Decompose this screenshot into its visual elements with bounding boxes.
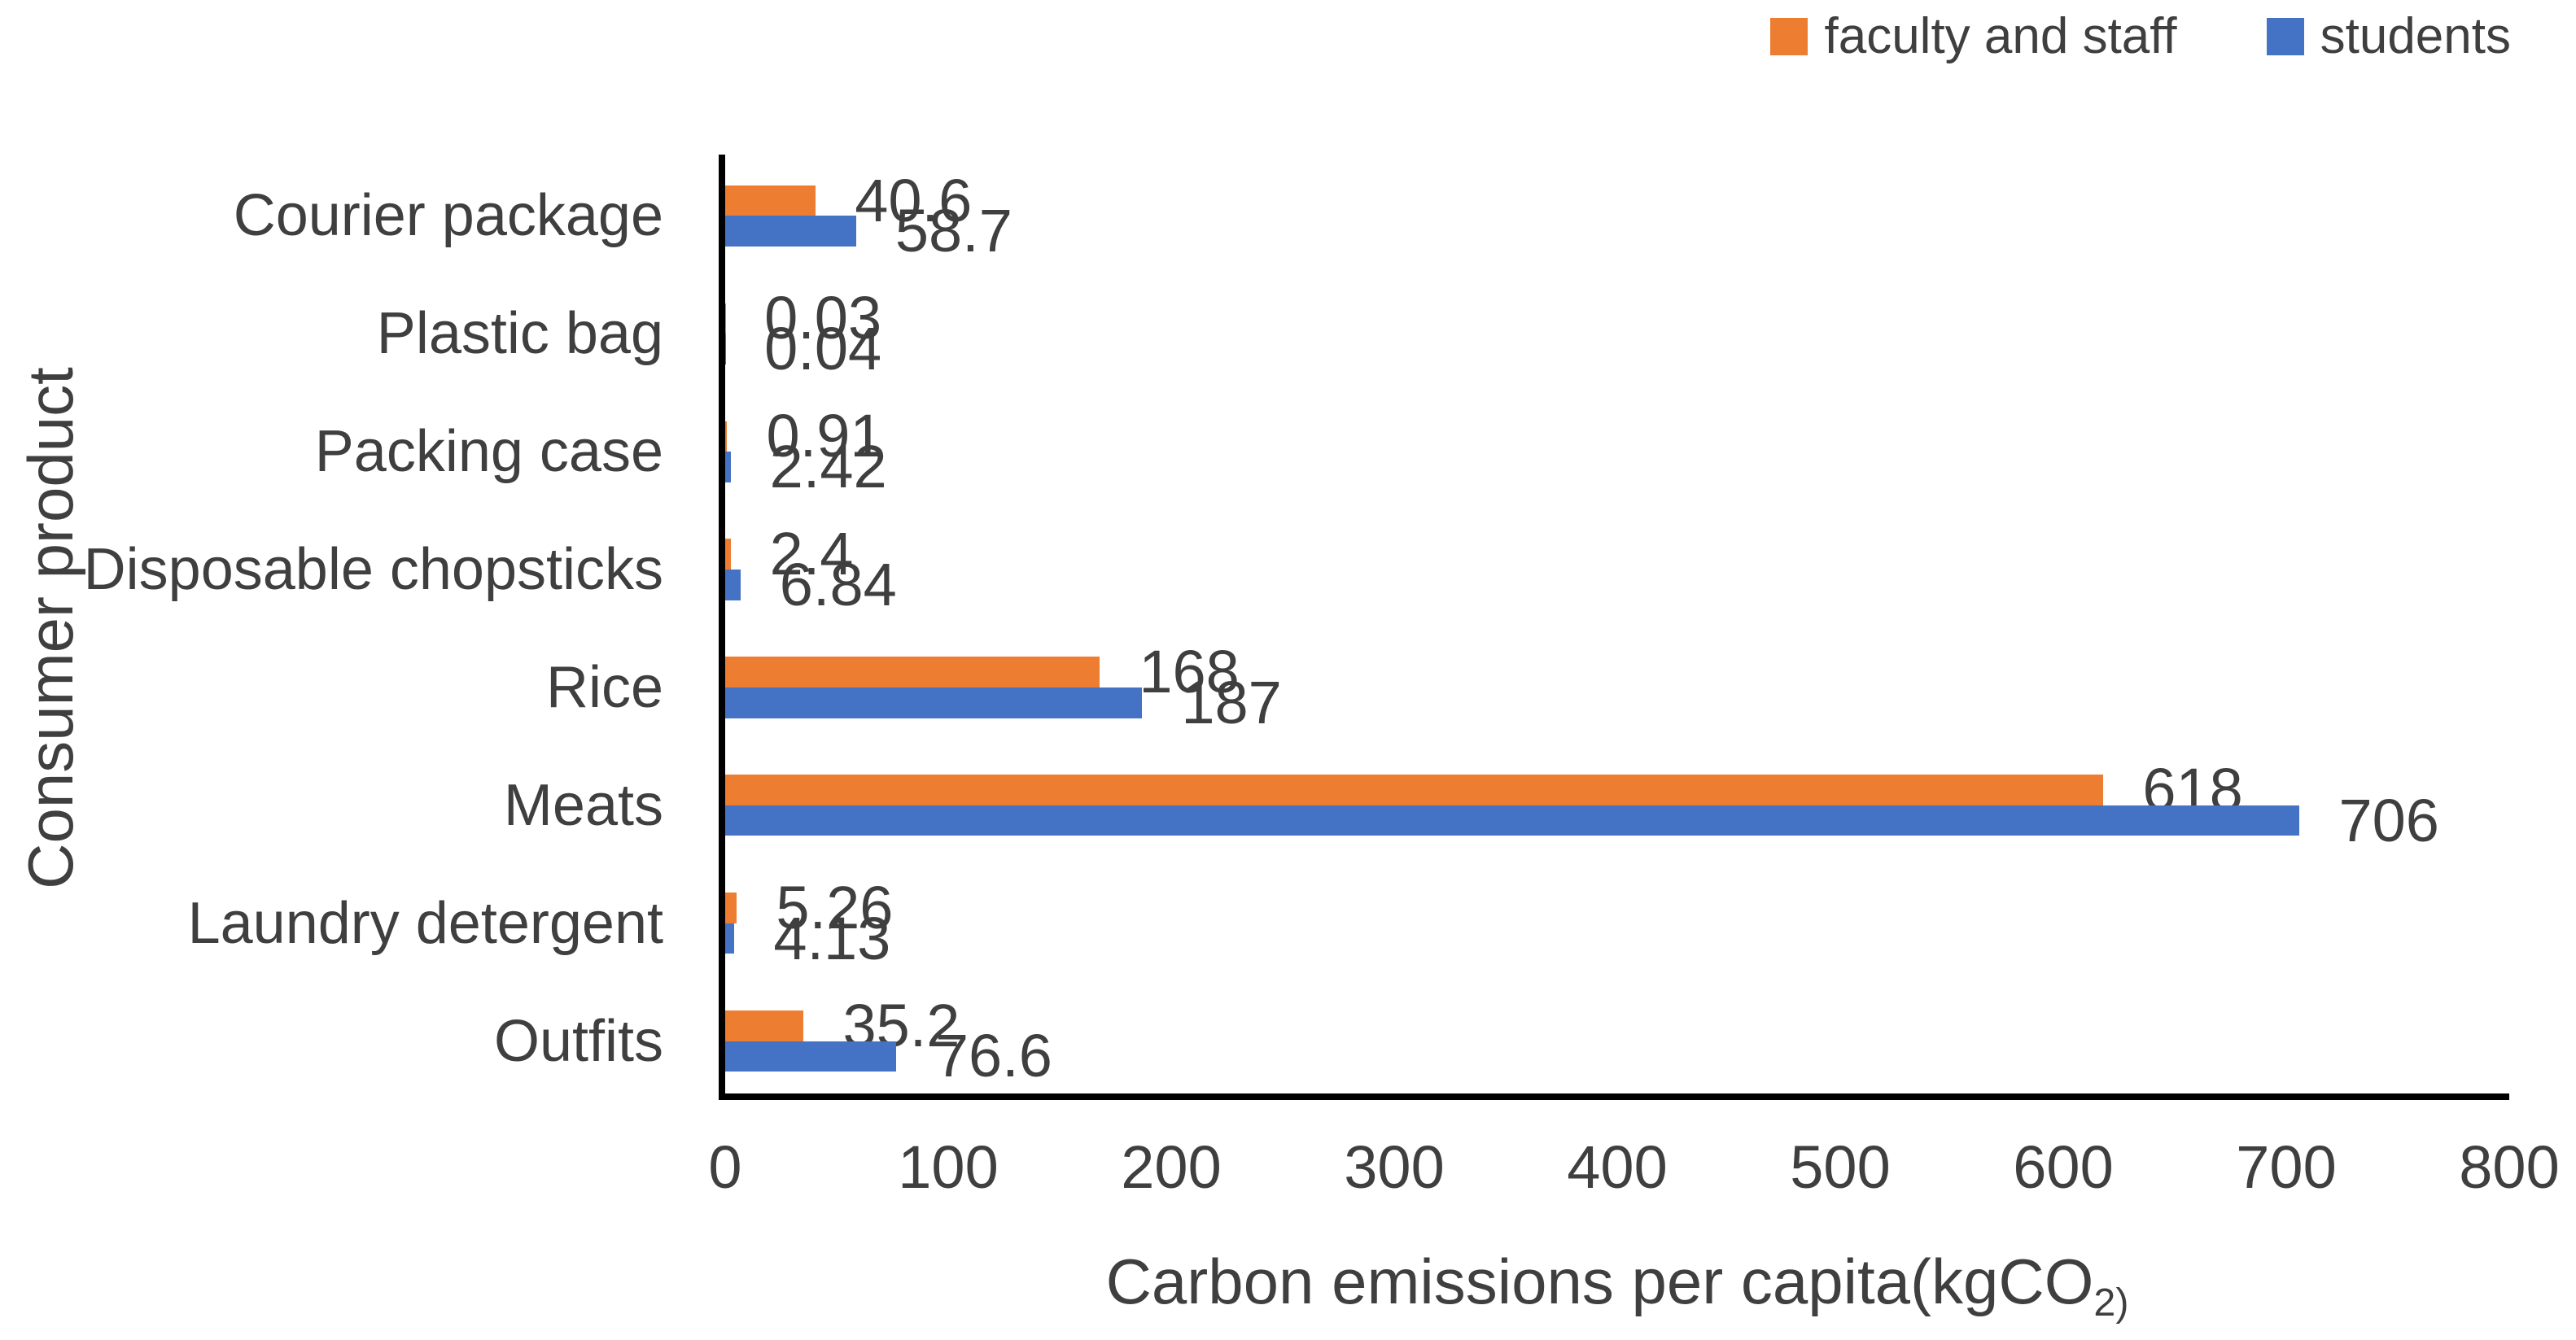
bar-faculty-and-staff	[725, 421, 728, 452]
x-tick-label: 300	[1344, 1133, 1445, 1201]
x-tick-label: 500	[1790, 1133, 1891, 1201]
value-label-faculty-and-staff: 40.6	[855, 166, 973, 234]
category-label: Outfits	[493, 1008, 663, 1074]
y-axis-line	[719, 155, 725, 1100]
bar-students	[725, 805, 2300, 836]
value-label-students: 2.42	[769, 433, 887, 501]
category-label: Rice	[545, 654, 663, 720]
value-label-students: 4.13	[773, 904, 891, 972]
x-tick-label: 700	[2236, 1133, 2337, 1201]
x-tick-label: 0	[708, 1133, 742, 1201]
category-label: Plastic bag	[376, 301, 663, 367]
faculty-and-staff-swatch-icon	[1770, 18, 1808, 55]
x-axis-title: Carbon emissions per capita(kgCO2)	[1106, 1250, 2129, 1322]
bar-students	[725, 687, 1143, 718]
value-label-faculty-and-staff: 0.91	[766, 402, 884, 470]
value-label-faculty-and-staff: 2.4	[769, 520, 854, 588]
value-label-students: 76.6	[934, 1022, 1052, 1090]
students-swatch-icon	[2266, 18, 2304, 55]
category-label: Laundry detergent	[187, 890, 663, 956]
bar-faculty-and-staff	[725, 657, 1100, 687]
bar-students	[725, 216, 856, 247]
value-label-students: 706	[2338, 786, 2439, 854]
value-label-students: 0.04	[764, 315, 882, 383]
value-label-faculty-and-staff: 0.03	[764, 284, 882, 352]
legend-label-students: students	[2320, 8, 2511, 64]
legend: faculty and staff students	[1770, 11, 2511, 62]
value-label-faculty-and-staff: 5.26	[776, 873, 894, 941]
category-label: Courier package	[233, 183, 663, 249]
bar-students	[725, 923, 735, 954]
legend-item-faculty-and-staff: faculty and staff	[1770, 8, 2177, 64]
bar-students	[725, 452, 731, 482]
bar-faculty-and-staff	[725, 893, 737, 923]
bar-faculty-and-staff	[725, 1010, 804, 1041]
value-label-students: 187	[1181, 668, 1282, 736]
x-tick-label: 800	[2459, 1133, 2560, 1201]
category-label: Packing case	[314, 419, 663, 485]
x-tick-label: 200	[1121, 1133, 1222, 1201]
x-axis-title-main: Carbon emissions per capita(kgCO	[1105, 1246, 2094, 1317]
bar-students	[725, 570, 741, 600]
x-axis-title-subscript: 2)	[2093, 1280, 2129, 1325]
x-axis-line	[719, 1093, 2509, 1100]
x-tick-label: 100	[898, 1133, 999, 1201]
bar-faculty-and-staff	[725, 775, 2104, 805]
legend-label-faculty-and-staff: faculty and staff	[1824, 8, 2177, 64]
bar-faculty-and-staff	[725, 185, 816, 216]
bar-students	[725, 1041, 896, 1072]
x-tick-label: 600	[2013, 1133, 2114, 1201]
value-label-students: 58.7	[894, 197, 1012, 265]
value-label-faculty-and-staff: 168	[1139, 638, 1240, 706]
legend-item-students: students	[2266, 8, 2511, 64]
x-tick-label: 400	[1567, 1133, 1668, 1201]
category-label: Disposable chopsticks	[83, 537, 663, 603]
value-label-students: 6.84	[779, 550, 897, 618]
bar-faculty-and-staff	[725, 539, 731, 570]
category-label: Meats	[503, 772, 663, 838]
